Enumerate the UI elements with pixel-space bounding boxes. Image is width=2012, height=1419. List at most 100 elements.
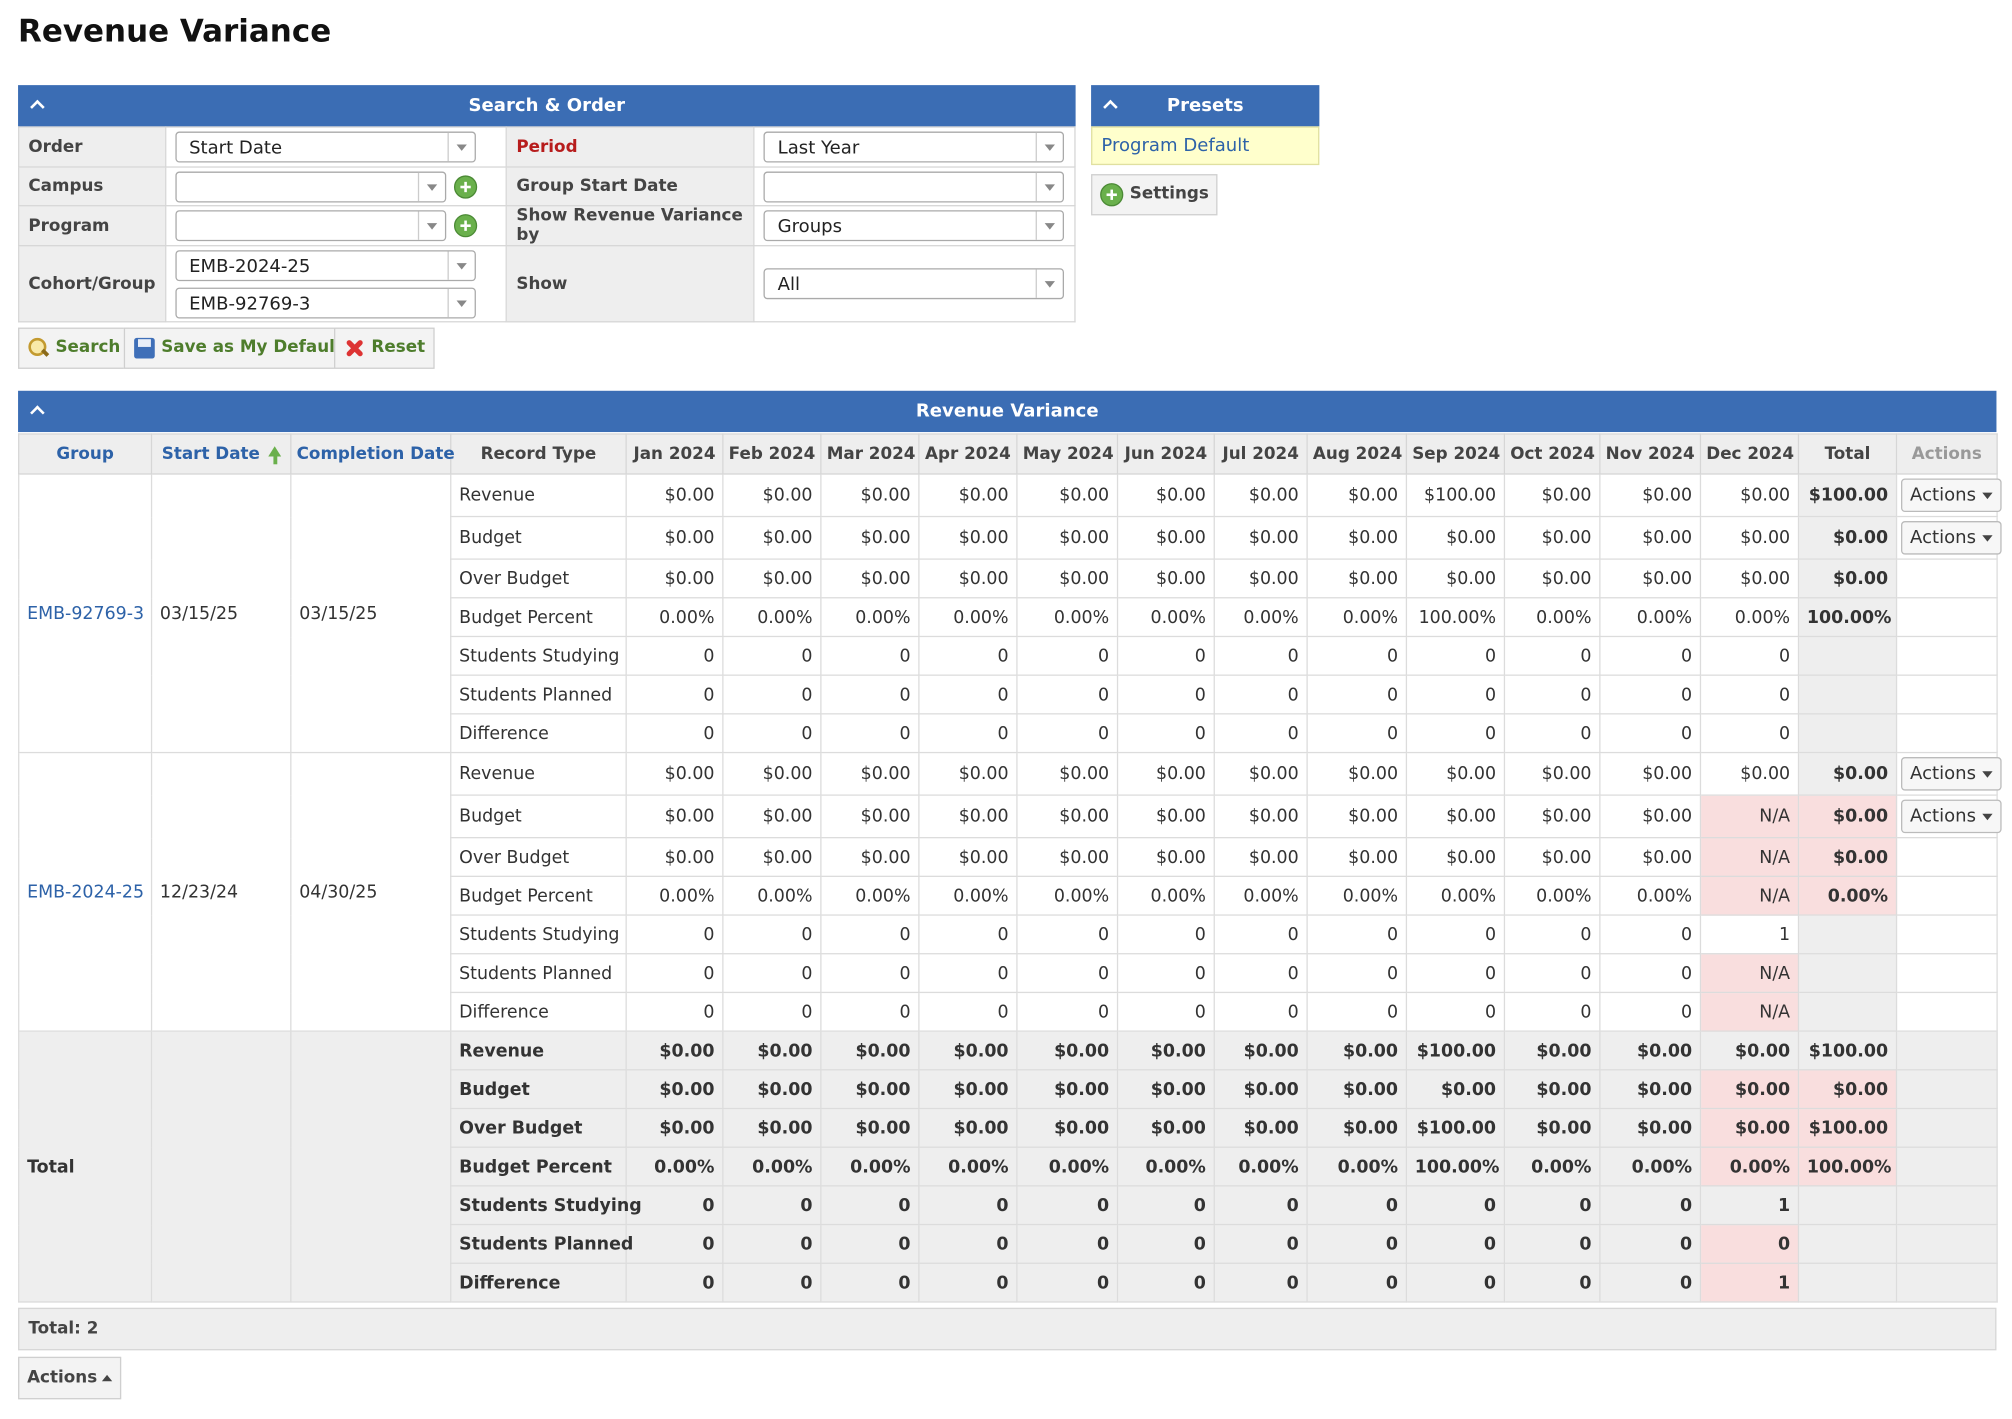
month-cell: $0.00	[625, 1107, 724, 1148]
col-feb-2024: Feb 2024	[722, 433, 822, 475]
month-cell: 0	[1116, 1262, 1215, 1303]
month-cell: $0.00	[1306, 1030, 1408, 1071]
save-default-button-label: Save as My Default	[161, 337, 343, 358]
chevron-down-icon	[447, 288, 474, 317]
report-panel-header[interactable]: Revenue Variance	[18, 390, 1997, 433]
add-campus-icon[interactable]	[453, 174, 477, 198]
save-default-button[interactable]: Save as My Default	[123, 327, 352, 369]
collapse-up-icon[interactable]	[28, 391, 46, 432]
month-cell: 0	[1405, 1262, 1506, 1303]
month-cell: 0.00%	[722, 1146, 822, 1187]
red-x-icon	[343, 336, 366, 359]
total-row: Budget $0.00 $0.00 $0.00 $0.00 $0.00 $0.00 $0.0…	[19, 1069, 1998, 1110]
actions-cell: Actions	[1895, 751, 2002, 796]
chevron-down-icon	[1035, 132, 1063, 162]
month-cell: 0	[722, 1185, 822, 1226]
month-cell: $0.00	[1306, 1107, 1408, 1148]
month-cell: 0	[625, 953, 724, 994]
collapse-up-icon[interactable]	[28, 85, 46, 126]
col-start-date-label: Start Date	[161, 444, 260, 464]
row-actions-button[interactable]: Actions	[1901, 521, 2002, 555]
col-sep-2024: Sep 2024	[1405, 433, 1506, 475]
order-select-value: Start Date	[189, 137, 283, 159]
col-group[interactable]: Group	[18, 433, 153, 475]
row-actions-button[interactable]: Actions	[1901, 757, 2002, 791]
month-cell: $0.00	[1016, 473, 1119, 518]
search-button-label: Search	[55, 337, 121, 358]
actions-cell	[1895, 1107, 1998, 1148]
record-type: Students Studying	[450, 1185, 642, 1226]
month-cell: 0	[1306, 713, 1408, 754]
settings-button[interactable]: Settings	[1091, 174, 1218, 216]
month-cell: $0.00	[1213, 558, 1308, 599]
month-cell: 0	[1599, 1262, 1702, 1303]
month-cell: 100.00%	[1405, 597, 1506, 638]
month-cell: 0.00%	[1503, 875, 1601, 916]
chevron-down-icon	[417, 172, 444, 201]
collapse-up-icon[interactable]	[1101, 85, 1119, 126]
record-type: Students Planned	[450, 674, 627, 715]
month-cell: 0.00%	[722, 597, 822, 638]
month-cell: 0.00%	[1599, 1146, 1702, 1187]
month-cell: 0	[820, 713, 920, 754]
group-start-date-select[interactable]	[763, 170, 1064, 202]
month-cell: 0	[1405, 991, 1506, 1032]
row-actions-button[interactable]: Actions	[1901, 799, 2002, 834]
cohort-select-1[interactable]: EMB-2024-25	[174, 249, 476, 281]
month-cell: $0.00	[722, 837, 822, 877]
month-cell: N/A	[1699, 794, 1800, 839]
month-cell: 0	[918, 914, 1018, 955]
presets-panel-header[interactable]: Presets	[1091, 85, 1320, 127]
col-completion-date[interactable]: Completion Date	[290, 433, 455, 475]
month-cell: $0.00	[820, 837, 920, 877]
campus-select[interactable]	[174, 170, 446, 202]
row-total: $0.00	[1797, 515, 1898, 560]
month-cell: $0.00	[918, 558, 1018, 599]
col-total: Total	[1797, 433, 1898, 475]
add-program-icon[interactable]	[453, 214, 477, 238]
period-select[interactable]: Last Year	[763, 131, 1064, 163]
group-link[interactable]: EMB-92769-3	[18, 473, 153, 754]
search-panel-header[interactable]: Search & Order	[18, 85, 1076, 127]
month-cell: $0.00	[1116, 515, 1215, 560]
month-cell: $0.00	[918, 1107, 1018, 1148]
record-type: Difference	[450, 991, 627, 1032]
reset-button-label: Reset	[371, 337, 426, 358]
actions-cell: Actions	[1895, 515, 2002, 560]
month-cell: 0	[1213, 953, 1308, 994]
row-total: $0.00	[1797, 1069, 1898, 1110]
show-by-select[interactable]: Groups	[763, 210, 1064, 242]
month-cell: $0.00	[1016, 794, 1119, 839]
footer-actions-button[interactable]: Actions	[18, 1356, 122, 1400]
preset-program-default[interactable]: Program Default	[1091, 126, 1320, 166]
search-button[interactable]: Search	[18, 327, 130, 369]
month-cell: 0.00%	[1599, 875, 1702, 916]
cohort-select-2[interactable]: EMB-92769-3	[174, 286, 476, 318]
footer-actions-label: Actions	[27, 1368, 98, 1388]
col-apr-2024: Apr 2024	[918, 433, 1018, 475]
total-row: Budget Percent 0.00% 0.00% 0.00% 0.00% 0.00% 0…	[19, 1146, 1998, 1187]
reset-button[interactable]: Reset	[334, 327, 435, 369]
month-cell: 0	[722, 991, 822, 1032]
month-cell: 0	[1213, 1223, 1308, 1264]
month-cell: 0.00%	[1116, 1146, 1215, 1187]
month-cell: 0	[1699, 674, 1800, 715]
month-cell: 0	[1405, 674, 1506, 715]
show-select[interactable]: All	[763, 268, 1064, 300]
month-cell: $0.00	[1599, 473, 1702, 518]
month-cell: 0.00%	[1306, 597, 1408, 638]
col-start-date[interactable]: Start Date	[150, 433, 292, 475]
chevron-down-icon	[1035, 211, 1063, 240]
month-cell: 0	[722, 1223, 822, 1264]
order-select[interactable]: Start Date	[174, 131, 476, 163]
program-select[interactable]	[174, 210, 446, 242]
col-record-type: Record Type	[450, 433, 627, 475]
row-actions-button[interactable]: Actions	[1901, 478, 2002, 513]
month-cell: $0.00	[1405, 751, 1506, 796]
month-cell: $0.00	[820, 751, 920, 796]
month-cell: 0	[1306, 635, 1408, 676]
month-cell: $0.00	[1306, 794, 1408, 839]
actions-cell	[1895, 674, 1998, 715]
group-link[interactable]: EMB-2024-25	[18, 751, 153, 1032]
row-total: $0.00	[1797, 751, 1898, 796]
